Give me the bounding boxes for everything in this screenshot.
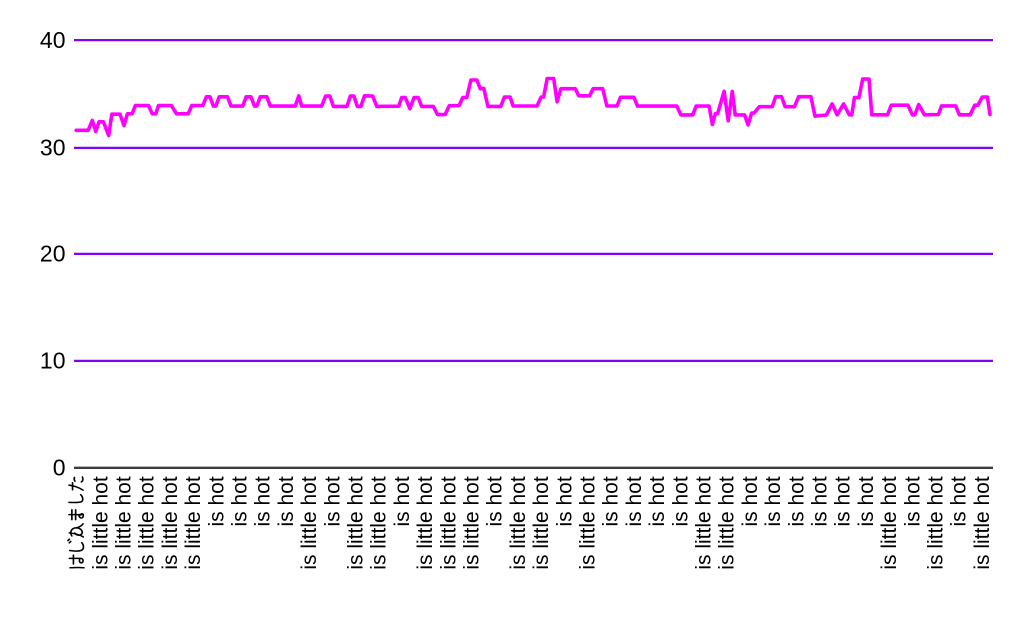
- svg-text:is little hot: is little hot: [530, 476, 553, 570]
- svg-text:is little hot: is little hot: [716, 476, 739, 570]
- svg-text:is hot: is hot: [832, 476, 855, 526]
- svg-text:40: 40: [40, 27, 66, 53]
- svg-text:is little hot: is little hot: [925, 476, 948, 570]
- svg-text:is little hot: is little hot: [507, 476, 530, 570]
- svg-text:is hot: is hot: [855, 476, 878, 526]
- svg-text:is hot: is hot: [948, 476, 971, 526]
- svg-text:is little hot: is little hot: [345, 476, 368, 570]
- svg-text:30: 30: [40, 135, 66, 161]
- svg-text:is hot: is hot: [229, 476, 252, 526]
- svg-text:0: 0: [53, 455, 66, 481]
- svg-text:is little hot: is little hot: [693, 476, 716, 570]
- svg-text:is little hot: is little hot: [298, 476, 321, 570]
- svg-text:is little hot: is little hot: [368, 476, 391, 570]
- svg-text:is hot: is hot: [669, 476, 692, 526]
- svg-text:is hot: is hot: [205, 476, 228, 526]
- svg-text:is hot: is hot: [391, 476, 414, 526]
- svg-text:is little hot: is little hot: [136, 476, 159, 570]
- svg-text:is hot: is hot: [809, 476, 832, 526]
- svg-text:is little hot: is little hot: [971, 476, 994, 570]
- svg-text:is hot: is hot: [901, 476, 924, 526]
- svg-text:is little hot: is little hot: [577, 476, 600, 570]
- svg-text:is hot: is hot: [252, 476, 275, 526]
- svg-text:is little hot: is little hot: [113, 476, 136, 570]
- svg-text:is hot: is hot: [762, 476, 785, 526]
- svg-text:10: 10: [40, 348, 66, 374]
- svg-text:is hot: is hot: [600, 476, 623, 526]
- svg-text:is little hot: is little hot: [437, 476, 460, 570]
- svg-text:20: 20: [40, 241, 66, 267]
- svg-text:is little hot: is little hot: [89, 476, 112, 570]
- svg-text:is hot: is hot: [623, 476, 646, 526]
- svg-text:is little hot: is little hot: [461, 476, 484, 570]
- svg-text:is hot: is hot: [275, 476, 298, 526]
- svg-text:is little hot: is little hot: [414, 476, 437, 570]
- svg-text:is hot: is hot: [739, 476, 762, 526]
- svg-text:is hot: is hot: [646, 476, 669, 526]
- svg-text:is little hot: is little hot: [159, 476, 182, 570]
- svg-text:is hot: is hot: [785, 476, 808, 526]
- svg-text:is hot: is hot: [484, 476, 507, 526]
- svg-text:is little hot: is little hot: [878, 476, 901, 570]
- svg-text:is hot: is hot: [321, 476, 344, 526]
- svg-text:is hot: is hot: [553, 476, 576, 526]
- svg-text:is little hot: is little hot: [182, 476, 205, 570]
